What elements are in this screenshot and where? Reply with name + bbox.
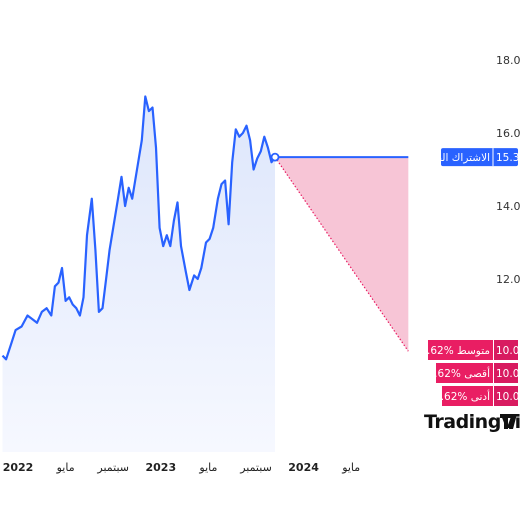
x-tick-label: 2022	[3, 461, 34, 474]
current-price-tag: الاشتراك الحالي 15.34	[420, 148, 520, 167]
forecast-tag-value-box	[494, 363, 518, 383]
forecast-band	[275, 157, 409, 352]
price-line	[1, 95, 276, 361]
price-area	[2, 96, 275, 452]
y-tick-label: 12.00	[496, 273, 520, 286]
forecast-tags: -34.62% متوسط 10.02 -34.62% أقصى 10.02 -34.6…	[410, 340, 520, 406]
forecast-tag-value-box	[494, 340, 518, 360]
forecast-tag-box	[442, 386, 493, 406]
x-tick-label: مايو	[56, 461, 75, 474]
tradingview-icon	[500, 414, 517, 429]
x-axis: 2022 مايو سبتمبر 2023 مايو سبتمبر 2024 مايو	[3, 461, 361, 474]
last-price-point	[270, 152, 280, 162]
current-tag-label: الاشتراك الحالي	[420, 152, 490, 164]
current-tag-value: 15.34	[496, 152, 520, 164]
forecast-tag-value: 10.02	[496, 368, 520, 380]
y-tick-label: 14.00	[496, 200, 520, 213]
forecast-tag-box	[428, 340, 493, 360]
forecast-tag-box	[436, 363, 493, 383]
y-axis: 18.00 16.00 14.00 12.00	[496, 54, 520, 286]
forecast-tag-label: -34.62% أدنى	[424, 389, 491, 403]
x-tick-label: 2024	[288, 461, 319, 474]
tradingview-logo: TradingView	[424, 411, 520, 433]
x-tick-label: مايو	[198, 461, 217, 474]
current-tag-box	[441, 148, 518, 167]
x-tick-label: مايو	[341, 461, 360, 474]
forecast-tag-label: -34.62% متوسط	[410, 345, 490, 357]
forecast-tag-value: 10.02	[496, 391, 520, 403]
x-tick-label: سبتمبر	[96, 461, 129, 474]
forecast-tag-label: -34.62% أقصى	[417, 366, 490, 380]
x-tick-label: 2023	[145, 461, 176, 474]
forecast-tag-value: 10.02	[496, 345, 520, 357]
forecast-min-line	[274, 156, 409, 352]
x-tick-label: سبتمبر	[239, 461, 272, 474]
forecast-tag-value-box	[494, 386, 518, 406]
tradingview-wordmark: TradingView	[424, 411, 520, 433]
y-tick-label: 16.00	[496, 127, 520, 140]
y-tick-label: 18.00	[496, 54, 520, 67]
